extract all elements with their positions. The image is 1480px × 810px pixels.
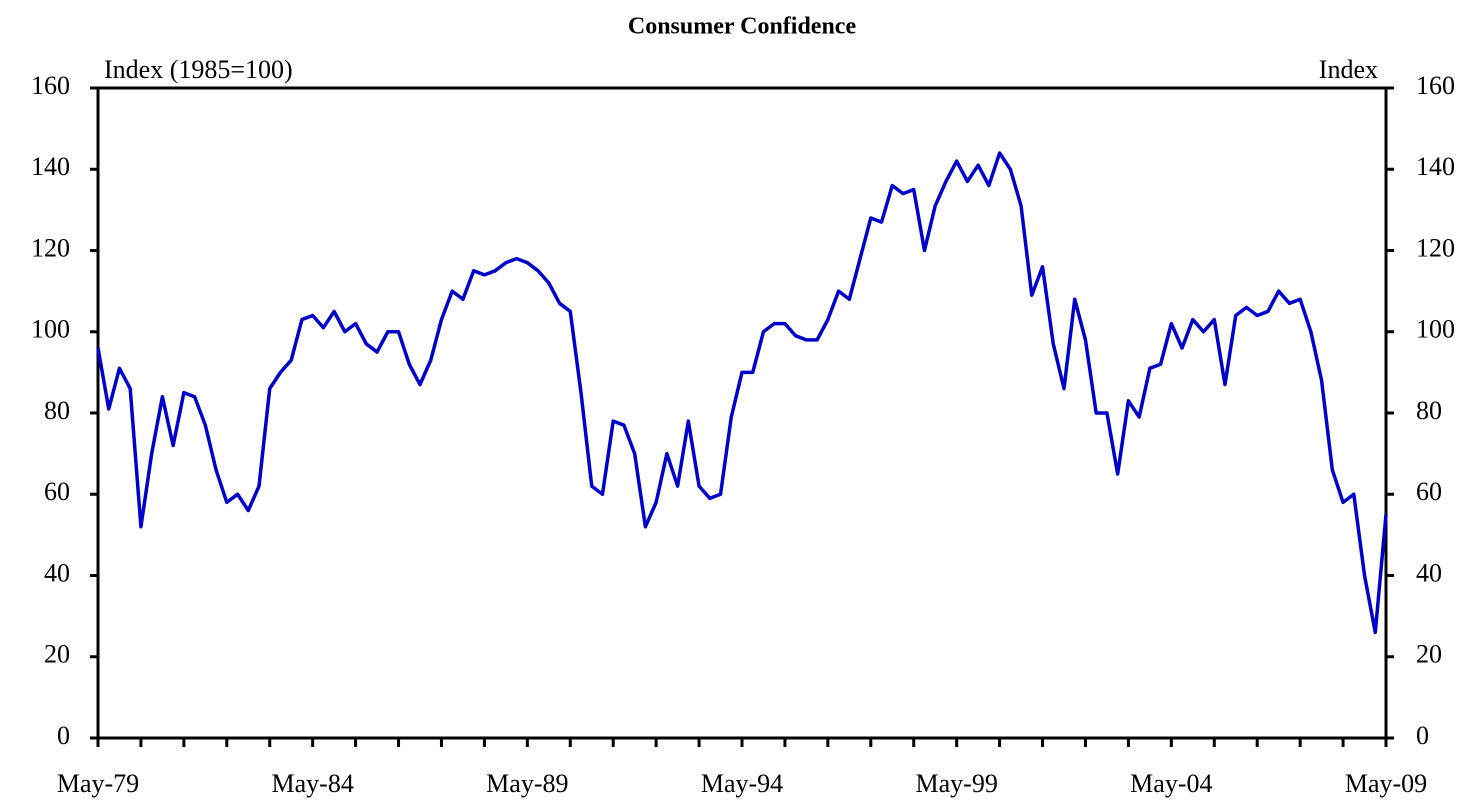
plot-frame [96,86,1388,740]
x-tick-label: May-84 [272,769,354,798]
y2-tick-label: 80 [1416,396,1442,425]
y-tick-label: 80 [44,396,70,425]
y2-tick-label: 160 [1416,71,1455,100]
chart-title: Consumer Confidence [628,14,857,40]
y-tick-label: 20 [44,640,70,669]
x-tick-label: May-04 [1130,769,1212,798]
y2-axis-label: Index [1319,55,1378,84]
y2-tick-label: 20 [1416,640,1442,669]
x-tick-label: May-09 [1345,769,1427,798]
y2-tick-label: 120 [1416,233,1455,262]
x-tick-label: May-99 [916,769,998,798]
x-tick-label: May-89 [486,769,568,798]
y-tick-label: 120 [31,233,70,262]
y-axis-label: Index (1985=100) [104,55,293,84]
y2-tick-label: 100 [1416,315,1455,344]
y2-tick-label: 60 [1416,477,1442,506]
y2-tick-label: 40 [1416,558,1442,587]
y-tick-label: 0 [57,721,70,750]
x-tick-label: May-94 [701,769,783,798]
y2-tick-label: 140 [1416,152,1455,181]
y-tick-label: 140 [31,152,70,181]
x-tick-label: May-79 [57,769,139,798]
data-line [96,151,1388,635]
y-tick-label: 160 [31,71,70,100]
y-tick-label: 40 [44,558,70,587]
y-tick-label: 100 [31,315,70,344]
y-tick-label: 60 [44,477,70,506]
y2-tick-label: 0 [1416,721,1429,750]
